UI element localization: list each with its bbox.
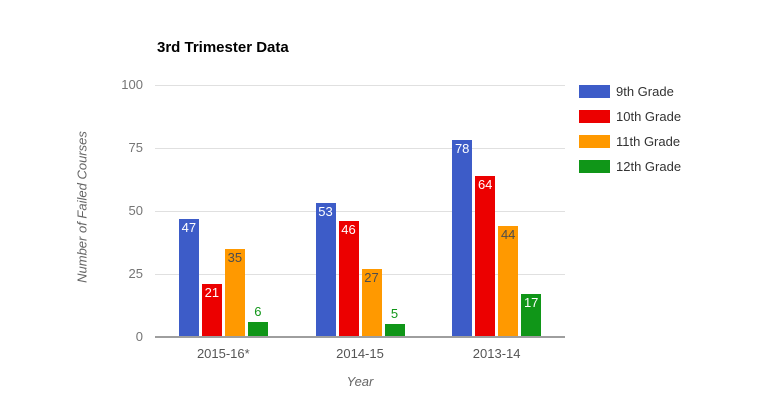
x-axis-baseline (155, 336, 565, 338)
bar: 27 (361, 268, 382, 337)
bar-value-label: 35 (227, 249, 243, 265)
bar-value-label: 27 (364, 269, 379, 285)
bar-value-label: 53 (318, 204, 333, 220)
legend-label: 11th Grade (616, 133, 681, 149)
bar-value-label: 21 (204, 285, 220, 301)
bar-value-label: 64 (477, 176, 493, 192)
bar: 47 (178, 218, 199, 337)
legend-item: 10th Grade (579, 108, 682, 124)
legend-item: 9th Grade (579, 83, 681, 99)
bar-value-label: 5 (390, 306, 399, 322)
bar: 17 (521, 294, 542, 337)
bar: 35 (224, 248, 245, 337)
y-tick-label: 0 (135, 329, 143, 344)
x-category-label: 2013-14 (472, 346, 521, 361)
legend-label: 9th Grade (616, 83, 674, 99)
y-tick-label: 100 (121, 77, 143, 92)
legend-swatch (579, 109, 610, 123)
y-tick-label: 50 (128, 203, 143, 218)
bar-groups-container: 47 21 35 6 53 46 27 5 78 64 44 17 (155, 85, 565, 337)
gridline (155, 148, 565, 149)
plot-area: 47 21 35 6 53 46 27 5 78 64 44 17 (155, 85, 565, 338)
bar-value-label: 78 (454, 141, 470, 157)
bar: 53 (315, 203, 336, 337)
bar-value-label: 17 (523, 295, 539, 311)
bar-value-label: 47 (181, 219, 197, 235)
chart-title: 3rd Trimester Data (157, 39, 289, 56)
bar-value-label: 46 (341, 222, 356, 238)
y-tick-label: 75 (128, 140, 143, 155)
legend-swatch (579, 84, 610, 98)
bar-group: 53 46 27 5 (292, 85, 429, 337)
x-category-label: 2015-16* (196, 346, 250, 361)
bar: 46 (338, 221, 359, 337)
x-category-label: 2014-15 (336, 346, 384, 361)
legend-swatch (579, 159, 610, 173)
legend-label: 12th Grade (616, 158, 682, 174)
bar: 44 (498, 226, 519, 337)
bar: 5 (384, 306, 405, 337)
legend-item: 12th Grade (579, 158, 682, 174)
bar: 78 (452, 140, 473, 337)
bar-group: 78 64 44 17 (428, 85, 565, 337)
bar-value-label: 44 (500, 227, 516, 243)
gridline (155, 211, 565, 212)
x-axis-title: Year (346, 374, 374, 389)
gridline (155, 85, 565, 86)
legend-label: 10th Grade (616, 108, 682, 124)
bar: 6 (247, 304, 268, 337)
bar-value-label: 6 (254, 303, 262, 319)
gridline (155, 274, 565, 275)
bar: 21 (201, 284, 222, 337)
legend-item: 11th Grade (579, 133, 681, 149)
legend: 9th Grade 10th Grade 11th Grade 12th Grade (579, 84, 681, 184)
bar-group: 47 21 35 6 (155, 85, 292, 337)
bar: 64 (475, 175, 496, 337)
legend-swatch (579, 134, 610, 148)
y-tick-label: 25 (128, 266, 143, 281)
